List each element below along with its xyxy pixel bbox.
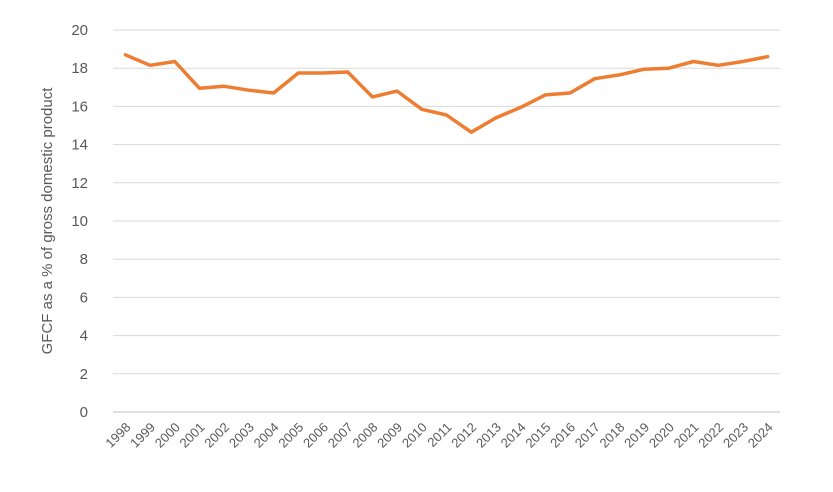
x-tick-label: 2014 — [498, 420, 529, 451]
y-tick-label: 6 — [80, 289, 88, 306]
x-tick-label: 2019 — [621, 420, 652, 451]
y-axis-ticks: 0 2 4 6 8 10 12 14 16 18 20 — [71, 22, 88, 421]
x-tick-label: 2004 — [251, 420, 282, 451]
y-tick-label: 16 — [71, 98, 88, 115]
x-tick-label: 2001 — [177, 420, 208, 451]
x-tick-label: 2024 — [745, 420, 776, 451]
x-tick-label: 2023 — [720, 420, 751, 451]
x-tick-label: 2015 — [522, 420, 553, 451]
y-axis-label: GFCF as a % of gross domestic product — [39, 87, 56, 355]
x-tick-label: 1999 — [127, 420, 158, 451]
gridlines — [113, 29, 780, 375]
x-tick-label: 2022 — [695, 420, 726, 451]
y-tick-label: 14 — [71, 137, 88, 154]
series-group — [123, 53, 770, 134]
y-tick-label: 18 — [71, 60, 88, 77]
x-tick-label: 2013 — [473, 420, 504, 451]
y-tick-label: 2 — [80, 366, 88, 383]
series-line-0 — [123, 53, 770, 134]
x-tick-label: 2002 — [201, 420, 232, 451]
x-tick-label: 2011 — [424, 420, 454, 450]
x-tick-label: 2016 — [547, 420, 578, 451]
x-tick-label: 2007 — [325, 420, 356, 451]
y-tick-label: 12 — [71, 175, 88, 192]
x-tick-label: 2008 — [349, 420, 380, 451]
x-tick-label: 2018 — [596, 420, 627, 451]
x-tick-label: 2020 — [646, 420, 677, 451]
x-tick-label: 2000 — [152, 420, 183, 451]
y-tick-label: 10 — [71, 213, 88, 230]
y-tick-label: 8 — [80, 251, 88, 268]
x-tick-label: 2005 — [275, 420, 306, 451]
y-tick-label: 20 — [71, 22, 88, 39]
x-axis-ticks: 1998199920002001200220032004200520062007… — [102, 420, 775, 451]
x-tick-label: 2017 — [572, 420, 603, 451]
y-tick-label: 4 — [80, 328, 88, 345]
x-tick-label: 2021 — [671, 420, 702, 451]
x-tick-label: 2006 — [300, 420, 331, 451]
x-tick-label: 2010 — [399, 420, 430, 451]
x-tick-label: 2009 — [374, 420, 405, 451]
x-tick-label: 1998 — [102, 420, 133, 451]
y-tick-label: 0 — [80, 404, 88, 421]
x-tick-label: 2012 — [448, 420, 479, 451]
x-tick-label: 2003 — [226, 420, 257, 451]
